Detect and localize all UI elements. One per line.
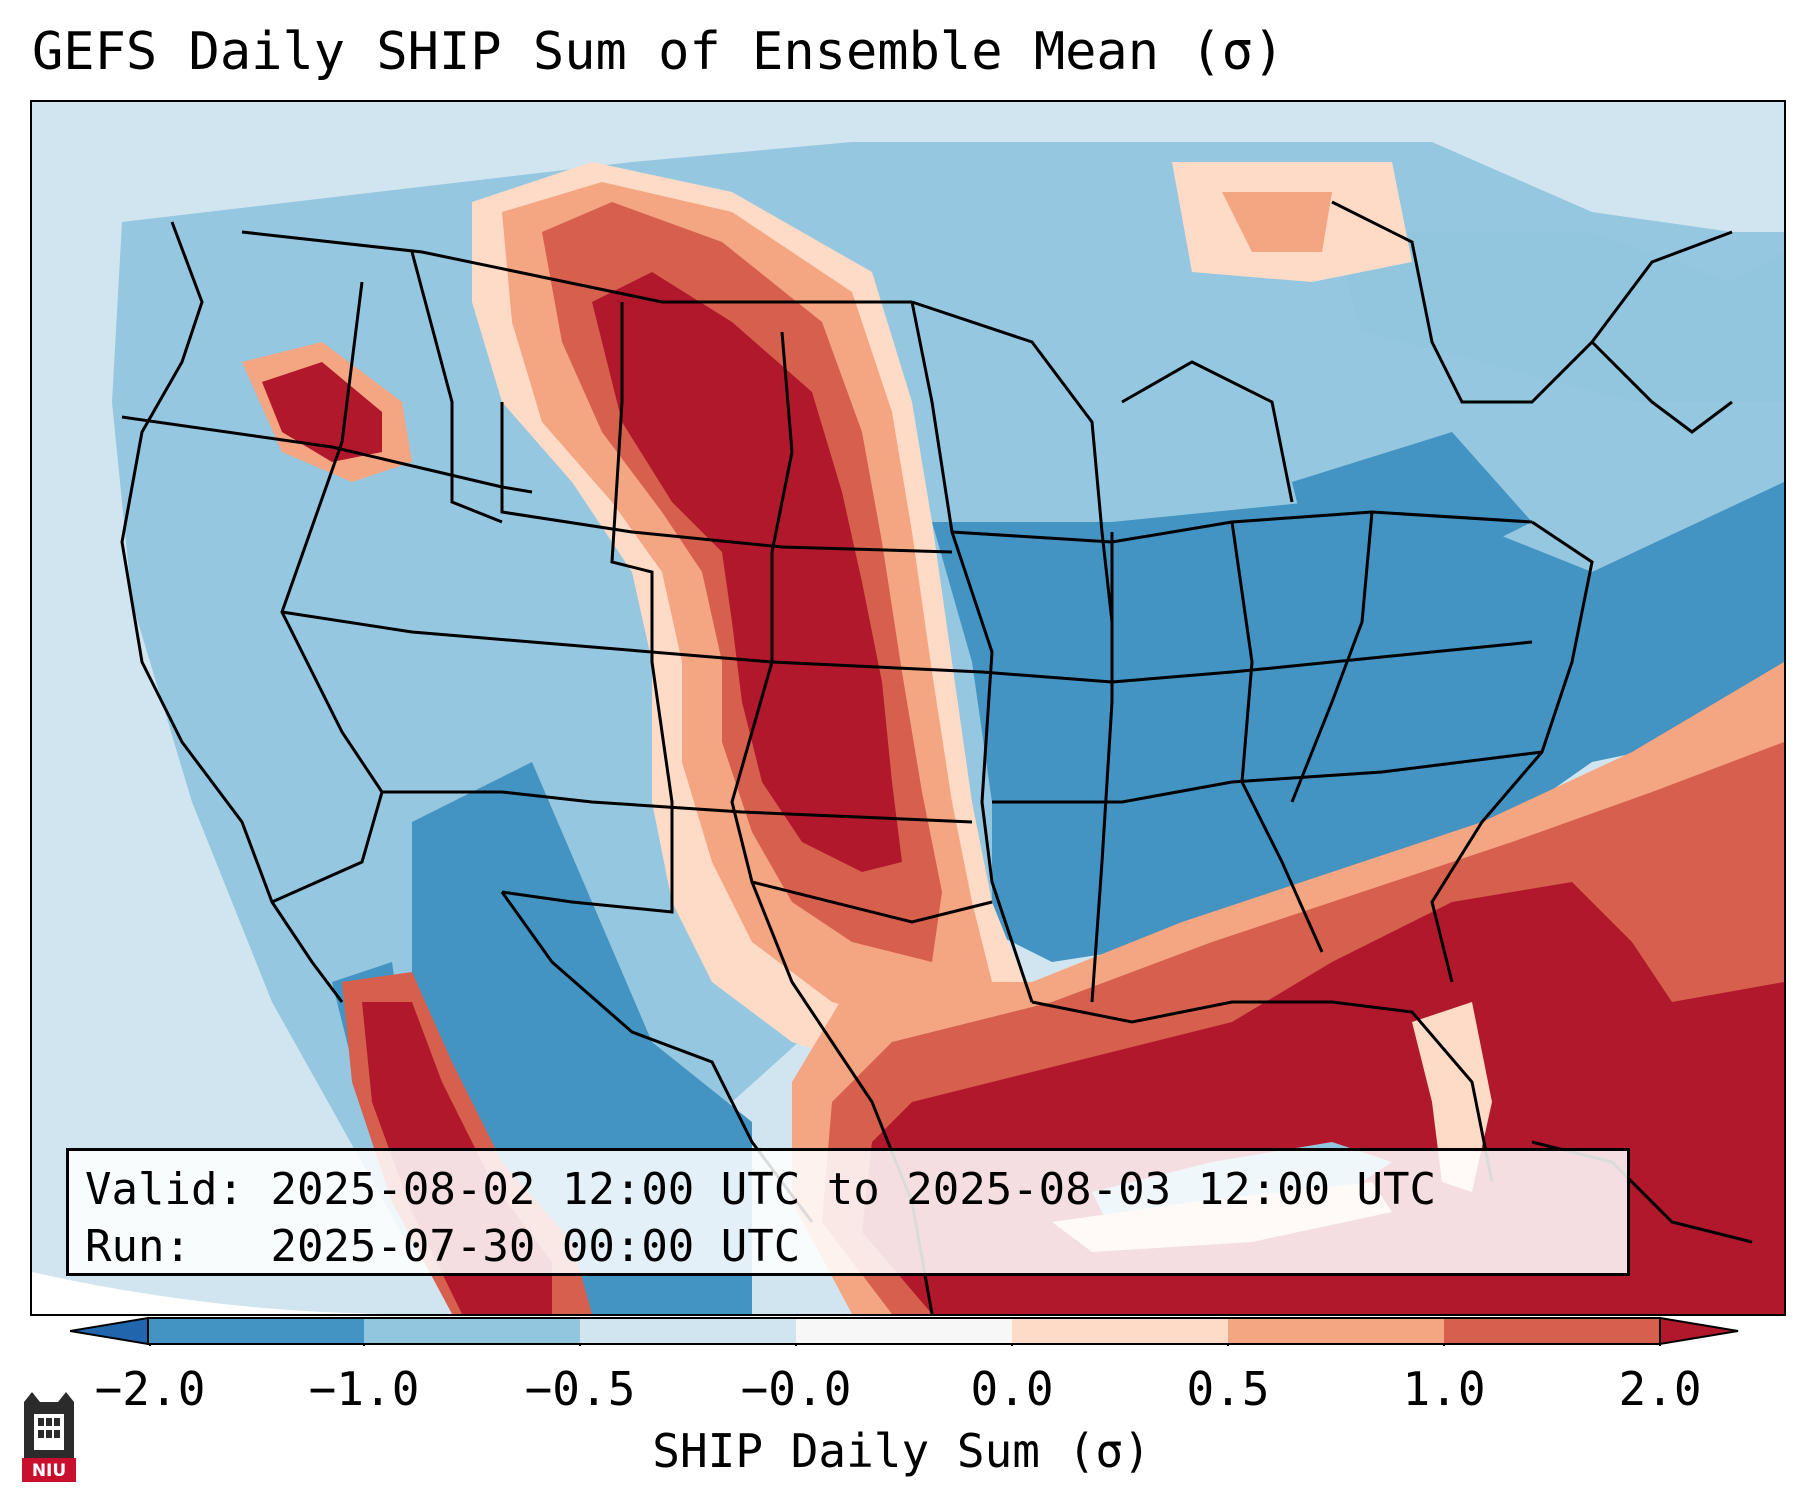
projection-edge-left	[32, 1272, 432, 1314]
colorbar-tick-label: 2.0	[1618, 1362, 1702, 1416]
colorbar-over-arrow	[1659, 1316, 1739, 1346]
valid-line: Valid: 2025-08-02 12:00 UTC to 2025-08-0…	[85, 1161, 1611, 1218]
colorbar	[70, 1316, 1739, 1346]
region-florida-light	[1412, 1002, 1492, 1192]
colorbar-tick-label: −2.0	[94, 1362, 206, 1416]
run-value: 2025-07-30 00:00 UTC	[270, 1221, 801, 1272]
colorbar-segment-4	[796, 1318, 1012, 1344]
colorbar-tick-label: −0.0	[740, 1362, 852, 1416]
map-panel	[30, 100, 1786, 1316]
region-neg-mid-ne	[1292, 432, 1532, 582]
niu-logo	[22, 1392, 76, 1482]
colorbar-tick-marks	[149, 1344, 1661, 1346]
colorbar-segment-5	[1012, 1318, 1228, 1344]
map-title: GEFS Daily SHIP Sum of Ensemble Mean (σ)	[32, 22, 1285, 82]
colorbar-tick-label: −1.0	[308, 1362, 420, 1416]
region-pos-max-nw	[262, 362, 382, 462]
map-canvas	[32, 102, 1784, 1314]
colorbar-segment-7	[1444, 1318, 1660, 1344]
region-neg-light-ne	[1332, 232, 1784, 402]
colorbar-title: SHIP Daily Sum (σ)	[652, 1424, 1151, 1478]
region-neg-mid-east	[932, 482, 1784, 962]
colorbar-segment-1	[148, 1318, 364, 1344]
region-pos-mid-canada	[1222, 192, 1332, 252]
colorbar-tick-label: 0.0	[970, 1362, 1054, 1416]
niu-logo-text: NIU	[31, 1461, 67, 1481]
valid-label: Valid:	[85, 1164, 244, 1215]
valid-run-info-box: Valid: 2025-08-02 12:00 UTC to 2025-08-0…	[66, 1148, 1630, 1276]
colorbar-segment-3	[580, 1318, 796, 1344]
colorbar-outline	[147, 1317, 1661, 1345]
run-label: Run:	[85, 1221, 191, 1272]
colorbar-segment-6	[1228, 1318, 1444, 1344]
colorbar-tick-label: −0.5	[524, 1362, 636, 1416]
colorbar-segment-2	[364, 1318, 580, 1344]
region-pos-max-plains	[592, 272, 902, 872]
valid-value: 2025-08-02 12:00 UTC to 2025-08-03 12:00…	[270, 1164, 1437, 1215]
colorbar-tick-label: 1.0	[1402, 1362, 1486, 1416]
colorbar-tick-label: 0.5	[1186, 1362, 1270, 1416]
colorbar-under-arrow	[70, 1316, 149, 1346]
run-line: Run: 2025-07-30 00:00 UTC	[85, 1218, 1611, 1275]
